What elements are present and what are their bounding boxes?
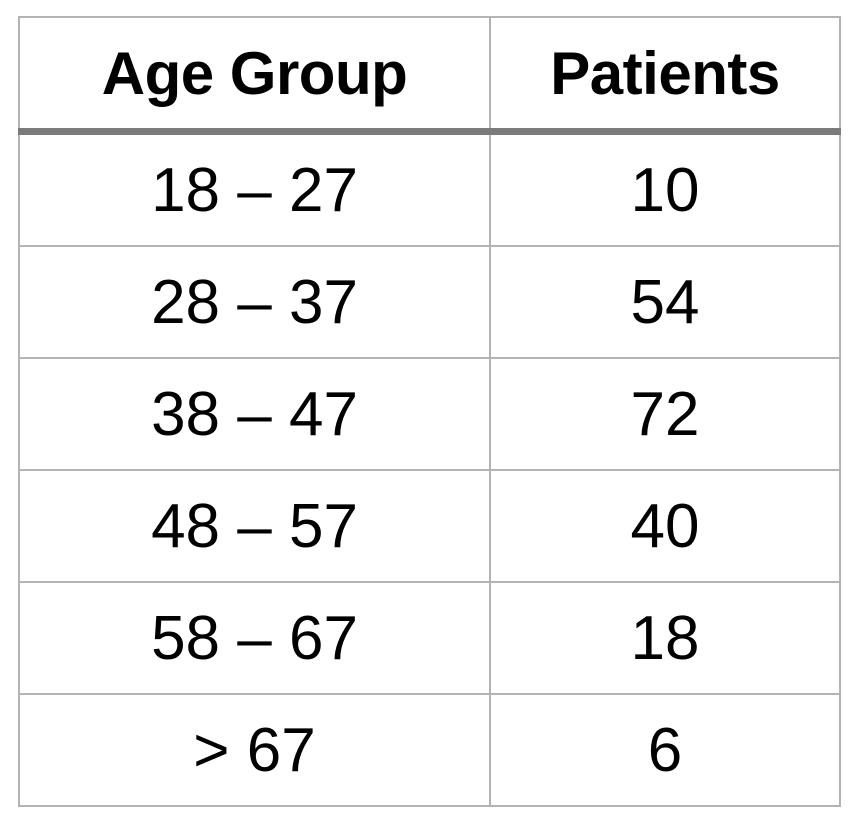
age-group-cell: > 67 — [18, 693, 491, 807]
column-header-age-group: Age Group — [18, 16, 491, 135]
data-table-container: Age Group Patients 18 – 27 10 28 – 37 54… — [18, 16, 841, 807]
age-group-table: Age Group Patients 18 – 27 10 28 – 37 54… — [18, 16, 841, 807]
patients-cell: 40 — [489, 469, 841, 583]
age-group-cell: 28 – 37 — [18, 245, 491, 359]
patients-cell: 6 — [489, 693, 841, 807]
age-group-cell: 48 – 57 — [18, 469, 491, 583]
table-row: 18 – 27 10 — [18, 130, 841, 247]
column-header-patients: Patients — [489, 16, 841, 135]
table-row: 38 – 47 72 — [18, 357, 841, 471]
age-group-cell: 38 – 47 — [18, 357, 491, 471]
table-row: > 67 6 — [18, 693, 841, 807]
table-row: 28 – 37 54 — [18, 245, 841, 359]
patients-cell: 10 — [489, 130, 841, 247]
table-row: 58 – 67 18 — [18, 581, 841, 695]
header-row: Age Group Patients — [18, 16, 841, 135]
age-group-cell: 18 – 27 — [18, 130, 491, 247]
patients-cell: 18 — [489, 581, 841, 695]
table-row: 48 – 57 40 — [18, 469, 841, 583]
patients-cell: 72 — [489, 357, 841, 471]
patients-cell: 54 — [489, 245, 841, 359]
age-group-cell: 58 – 67 — [18, 581, 491, 695]
